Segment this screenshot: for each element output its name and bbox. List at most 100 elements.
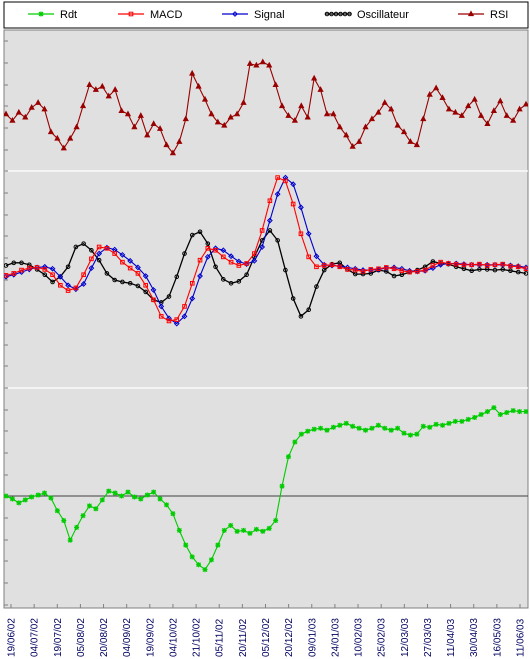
data-point-rdt — [407, 432, 413, 438]
data-point-signal — [96, 250, 103, 257]
data-point-oscillateur — [267, 228, 273, 233]
data-point-rsi — [426, 90, 433, 97]
data-point-rdt — [196, 562, 202, 568]
data-point-oscillateur — [306, 307, 311, 313]
data-point-rdt — [484, 409, 490, 415]
data-point-rdt — [350, 423, 356, 429]
legend-marker — [232, 11, 238, 17]
data-point-rsi — [375, 108, 382, 115]
data-point-rdt — [67, 537, 73, 543]
data-point-rdt — [279, 483, 285, 489]
data-point-macd — [515, 264, 521, 270]
data-point-rdt — [163, 502, 169, 508]
data-point-macd — [352, 267, 358, 273]
x-tick-label: 04/10/02 — [168, 618, 179, 657]
data-point-macd — [252, 251, 257, 256]
data-point-macd — [290, 201, 296, 207]
data-point-rsi — [336, 123, 343, 130]
data-point-oscillateur — [73, 244, 79, 250]
x-tick-label: 04/07/02 — [30, 618, 41, 657]
data-point-rdt — [427, 424, 433, 430]
series-line-rdt — [5, 406, 526, 571]
data-point-rsi — [99, 82, 106, 89]
data-point-macd — [415, 269, 420, 274]
data-point-macd — [166, 318, 172, 324]
data-point-macd — [73, 285, 79, 291]
data-point-macd — [81, 272, 86, 278]
x-tick-label: 11/06/03 — [516, 618, 527, 657]
data-point-rdt — [54, 508, 60, 514]
data-point-oscillateur — [4, 263, 9, 268]
data-point-rsi — [182, 115, 189, 122]
x-tick-label: 09/01/03 — [307, 618, 318, 657]
data-point-oscillateur — [127, 281, 133, 286]
data-point-macd — [446, 261, 451, 266]
data-point-rdt — [363, 427, 369, 433]
data-point-rsi — [73, 123, 80, 130]
data-point-rsi — [124, 110, 132, 117]
data-point-rdt — [42, 490, 48, 496]
data-point-rdt — [22, 497, 28, 503]
data-point-rdt — [459, 418, 465, 424]
data-point-rdt — [35, 492, 41, 498]
data-point-macd — [329, 262, 335, 268]
data-point-rdt — [253, 526, 259, 532]
data-point-rdt — [510, 408, 516, 414]
data-point-rdt — [208, 557, 214, 563]
data-point-oscillateur — [19, 260, 24, 266]
x-tick-label: 25/02/03 — [377, 618, 388, 657]
data-point-oscillateur — [174, 274, 180, 279]
data-point-macd — [376, 266, 381, 272]
data-point-rdt — [375, 422, 381, 428]
data-point-rdt — [9, 496, 15, 502]
data-point-rsi — [368, 115, 376, 122]
legend-item-signal: Signal — [222, 9, 285, 21]
data-point-rdt — [80, 513, 86, 519]
data-point-rdt — [440, 422, 446, 428]
data-point-rdt — [523, 409, 528, 415]
data-point-rdt — [241, 527, 247, 533]
data-point-rdt — [16, 500, 22, 506]
data-point-rdt — [112, 490, 118, 496]
data-point-rsi — [362, 123, 369, 130]
legend-item-rsi: RSI — [458, 9, 508, 21]
data-point-macd — [298, 231, 304, 237]
data-point-macd — [4, 273, 9, 278]
series-line-rsi — [5, 61, 527, 155]
data-point-rdt — [395, 425, 401, 431]
data-point-macd — [104, 245, 110, 251]
x-tick-label: 21/10/02 — [192, 618, 203, 657]
data-point-rsi — [445, 105, 453, 112]
legend-marker — [128, 11, 134, 17]
data-point-rsi — [388, 105, 395, 112]
data-point-macd — [127, 265, 133, 271]
data-point-macd — [197, 257, 203, 263]
plot-area — [3, 29, 529, 609]
legend-label: MACD — [150, 9, 182, 21]
data-point-oscillateur — [205, 241, 211, 246]
data-point-oscillateur — [283, 267, 288, 273]
series-rsi — [4, 58, 528, 156]
data-point-macd — [213, 247, 218, 253]
data-point-oscillateur — [81, 241, 86, 246]
data-point-macd — [65, 288, 71, 293]
data-point-macd — [492, 262, 498, 268]
data-point-rsi — [304, 113, 311, 120]
data-point-macd — [453, 261, 459, 267]
data-point-macd — [244, 261, 249, 266]
data-point-rdt — [183, 542, 189, 548]
data-point-macd — [42, 267, 48, 272]
data-point-macd — [283, 178, 288, 184]
data-point-signal — [197, 273, 203, 279]
data-point-rdt — [202, 567, 208, 573]
data-point-rdt — [48, 495, 54, 501]
data-point-oscillateur — [290, 296, 296, 301]
data-point-rsi — [240, 99, 247, 105]
data-point-rdt — [356, 425, 362, 431]
legend-label: Oscillateur — [357, 9, 409, 21]
data-point-rsi — [343, 131, 350, 138]
data-point-rsi — [433, 84, 440, 91]
data-point-signal — [189, 295, 196, 302]
data-point-oscillateur — [189, 232, 195, 238]
data-point-oscillateur — [166, 294, 172, 299]
